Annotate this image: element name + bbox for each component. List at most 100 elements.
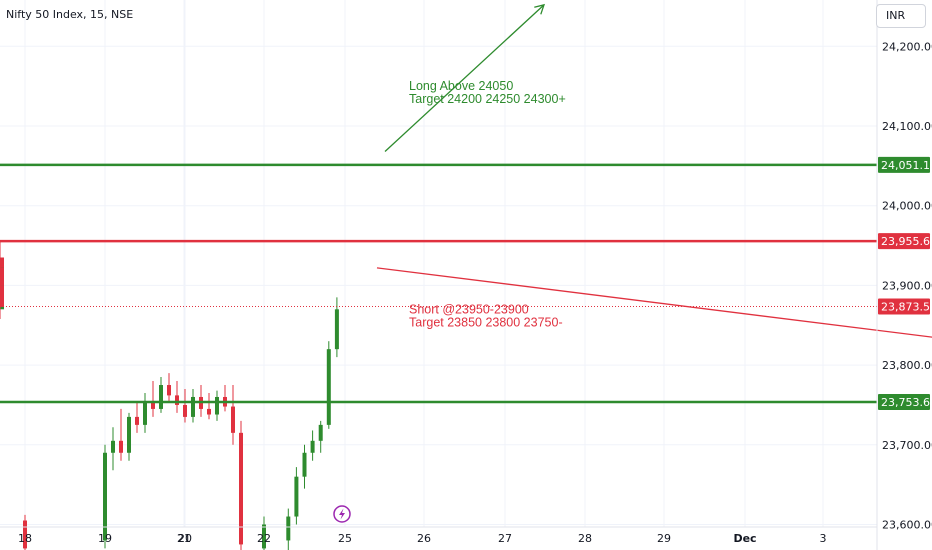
candle-body [318,424,323,441]
candle-body [167,385,171,396]
candle [326,341,331,429]
candle [175,381,179,413]
time-tick-label: 18 [18,532,32,545]
price-tick-label: 23,600.00 [882,519,932,532]
trend-arrow[interactable] [376,267,932,363]
time-tick-label: 20 [178,532,192,545]
candle-body [0,257,4,268]
level-price-tag [878,394,930,411]
candle [286,508,291,550]
candle [223,385,227,412]
currency-selector[interactable]: INR [876,4,926,28]
annotation-line: Short @23950-23900 [409,302,529,316]
price-tick-label: 24,100.00 [882,120,932,133]
candle [143,392,147,433]
candle-body [239,432,243,545]
candle-body [151,400,155,409]
candle [111,427,115,471]
grid-lines [0,0,877,527]
price-tick-label: 23,700.00 [882,439,932,452]
time-tick-label: Dec [733,532,756,545]
level-price-label: 23,955.60 [881,235,932,248]
time-tick-label: 19 [98,532,112,545]
candle [135,400,139,433]
candle-body [111,440,115,453]
trend-arrows [376,3,932,363]
time-tick-label: 29 [657,532,671,545]
candle-body [302,452,307,477]
time-tick-label: 25 [338,532,352,545]
time-tick-label: 27 [498,532,512,545]
time-tick-label: 3 [820,532,827,545]
arrow-head [534,3,545,15]
candle [103,444,107,549]
price-tick-label: 23,800.00 [882,359,932,372]
candle-body [143,400,147,425]
candle [167,373,171,401]
price-levels [0,163,877,404]
candle-body [231,406,235,433]
annotation-line: Long Above 24050 [409,79,513,93]
candle [239,420,243,550]
level-price-label: 24,051.15 [881,159,932,172]
candle-body [191,396,195,417]
annotation-line: Target 23850 23800 23750- [409,315,563,329]
candle-body [326,349,331,425]
candle-body [119,440,123,453]
candle [302,444,307,489]
candle [334,297,339,358]
event-marker[interactable] [333,505,351,523]
candle-body [334,309,339,350]
candles [0,241,339,550]
level-price-label: 23,753.65 [881,396,932,409]
arrow-shaft [384,4,545,152]
candle [215,390,219,421]
candle-body [135,416,139,425]
candle-body [215,396,219,415]
price-tick-label: 24,200.00 [882,40,932,53]
candle-body [103,452,107,541]
level-price-tag [878,233,930,250]
annotation-line: Target 24200 24250 24300+ [409,92,566,106]
candle-body [294,476,299,517]
symbol-title: Nifty 50 Index, 15, NSE [6,8,133,21]
level-price-tag [878,156,930,173]
candle [159,377,163,413]
candle [23,514,27,550]
candle [0,275,4,319]
candle-body [262,524,266,549]
candle [294,467,299,525]
time-tick-label: 26 [417,532,431,545]
candle [231,385,235,445]
candle-body [127,416,131,453]
price-axis[interactable]: 24,700.0024,600.0024,500.0024,400.0024,2… [876,0,932,550]
candle [151,381,155,417]
last-price-tag [878,298,930,315]
candle [127,412,131,461]
time-tick-label: 28 [578,532,592,545]
candle [191,389,195,423]
candle-body [286,516,291,541]
candle [318,420,323,453]
price-tick-label: 24,000.00 [882,200,932,213]
candle-body [175,395,179,405]
candle [207,392,211,420]
candle [0,241,4,276]
lightning-icon [339,508,345,520]
candle-body [0,285,4,307]
last-price-label: 23,873.50 [881,301,932,314]
price-tick-label: 23,900.00 [882,279,932,292]
time-tick-label: 21 [177,532,191,545]
candle [310,430,315,461]
arrow-shaft [376,267,932,338]
candle-body [207,408,211,415]
candle-body [310,440,315,453]
trend-arrow[interactable] [384,3,545,152]
candle [0,253,4,294]
candle-body [0,267,4,286]
candle-body [23,520,27,549]
